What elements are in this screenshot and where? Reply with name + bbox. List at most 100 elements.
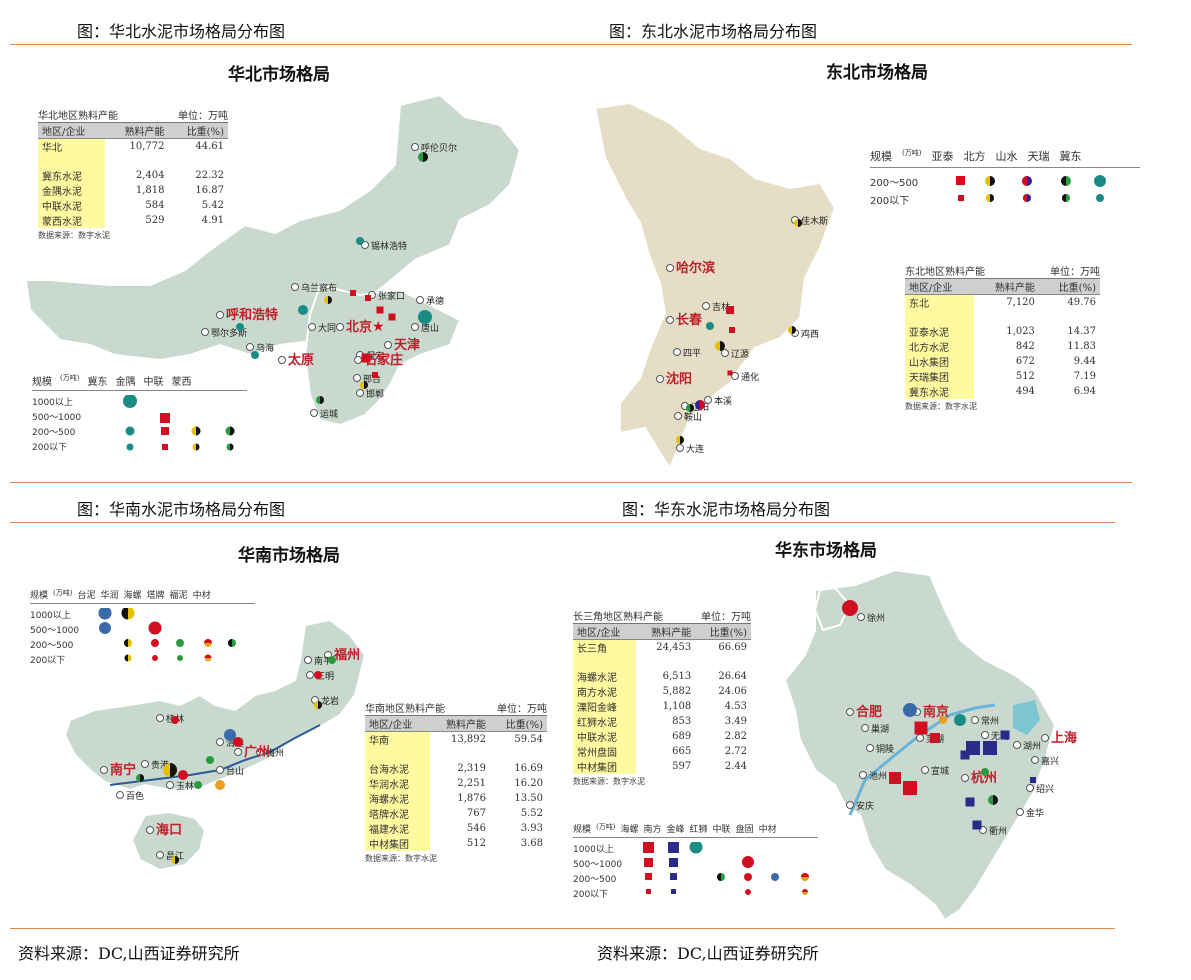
city-marker <box>702 302 710 310</box>
legend-symbol <box>124 654 128 662</box>
capacity-marker <box>365 295 371 301</box>
city-marker <box>278 356 286 364</box>
caption-northeast: 图：东北水泥市场格局分布图 <box>609 22 818 41</box>
table-row: 山水集团 672 9.44 <box>905 354 1100 369</box>
table-cell: 常州盘固 <box>573 744 637 759</box>
northeast-table: 东北地区熟料产能 单位：万吨 地区/企业 熟料产能 比重(%) 东北 7,120 49… <box>905 263 1100 412</box>
city-marker <box>384 341 392 349</box>
capacity-marker <box>171 716 179 724</box>
capacity-marker <box>206 756 214 764</box>
northeast-region-shape <box>593 101 837 471</box>
table-cell: 14.37 <box>1067 326 1096 337</box>
legend-scale: 200～500 <box>30 641 74 651</box>
table-cell: 6,513 <box>662 671 692 682</box>
city-label: 乌海 <box>256 342 274 354</box>
capacity-marker <box>798 219 802 227</box>
table-cell <box>365 747 430 761</box>
legend-company: 金峰 <box>666 825 685 835</box>
divider <box>10 522 1115 523</box>
capacity-marker <box>983 741 997 755</box>
table-note: 数据来源：数字水泥 <box>365 854 437 863</box>
legend-unit: (万吨) <box>596 823 616 831</box>
table-row: 福建水泥 546 3.93 <box>365 821 547 836</box>
legend-company: 中联 <box>143 377 164 388</box>
legend-symbol <box>1022 176 1027 186</box>
table-cell: 2.44 <box>724 761 747 772</box>
table-row: 金隅水泥 1,818 16.87 <box>38 183 228 198</box>
city-label: 常州 <box>981 715 999 727</box>
city-label: 徐州 <box>867 612 885 624</box>
legend-company: 亚泰 <box>931 150 954 163</box>
city-marker <box>859 771 867 779</box>
city-label: 南京 <box>923 704 949 720</box>
capacity-marker <box>175 856 179 864</box>
capacity-marker <box>178 770 188 780</box>
table-row: 塔牌水泥 767 5.52 <box>365 806 547 821</box>
legend-symbol <box>669 858 678 867</box>
table-cell: 天瑞集团 <box>905 369 975 384</box>
city-label: 呼和浩特 <box>226 307 278 323</box>
legend-company: 台泥 <box>77 591 96 601</box>
table-header: 地区/企业 <box>905 279 975 295</box>
capacity-marker <box>1000 730 1010 740</box>
legend-heading: 规模 <box>573 825 592 835</box>
legend-symbol <box>745 889 751 895</box>
legend-symbol <box>958 195 964 201</box>
legend-symbols <box>123 395 235 451</box>
city-label: 太原 <box>287 352 314 368</box>
table-cell: 672 <box>1015 356 1035 367</box>
table-cell: 16.20 <box>514 778 543 789</box>
table-cell: 16.69 <box>514 763 543 774</box>
capacity-marker <box>903 703 917 717</box>
capacity-marker <box>729 327 735 333</box>
table-cell: 南方水泥 <box>573 684 637 699</box>
east-title: 华东市场格局 <box>775 541 877 561</box>
table-row: 南方水泥 5,882 24.06 <box>573 684 751 699</box>
capacity-marker <box>361 353 371 363</box>
table-cell: 1,876 <box>457 793 486 804</box>
legend-scale: 200以下 <box>573 890 609 900</box>
city-marker <box>916 734 924 742</box>
table-cell: 11.83 <box>1067 341 1096 352</box>
table-cell: 26.64 <box>718 671 747 682</box>
city-marker <box>676 444 684 452</box>
capacity-marker <box>233 737 243 747</box>
table-cell: 22.32 <box>195 170 224 181</box>
table-note: 数据来源：数字水泥 <box>905 402 977 411</box>
table-header: 熟料产能 <box>974 279 1039 295</box>
city-label: 石家庄 <box>363 352 403 368</box>
legend-scale: 1000以上 <box>573 845 614 855</box>
table-cell <box>1039 310 1100 324</box>
table-cell: 49.76 <box>1067 297 1096 308</box>
table-cell: 512 <box>1015 371 1035 382</box>
legend-symbol <box>990 194 994 202</box>
city-label: 合肥 <box>856 704 882 720</box>
capacity-marker <box>939 716 947 724</box>
legend-scale: 1000以上 <box>32 398 73 408</box>
city-label: 鞍山 <box>684 411 702 423</box>
city-marker <box>291 283 299 291</box>
table-cell: 中联水泥 <box>573 729 637 744</box>
city-marker <box>981 731 989 739</box>
city-marker <box>656 375 664 383</box>
capacity-marker <box>314 671 322 679</box>
city-label: 南宁 <box>110 762 136 778</box>
table-cell <box>905 310 975 324</box>
capacity-marker <box>320 396 324 404</box>
table-row <box>365 747 547 761</box>
legend-heading: 规模 <box>30 591 49 601</box>
city-label: 金华 <box>1026 807 1044 819</box>
legend-company: 中联 <box>712 825 731 835</box>
legend-company: 北方 <box>963 150 986 163</box>
legend-company: 南方 <box>643 825 662 835</box>
capacity-marker <box>914 721 928 735</box>
table-row: 天瑞集团 512 7.19 <box>905 369 1100 384</box>
table-cell: 7.19 <box>1073 371 1096 382</box>
table-cell: 亚泰水泥 <box>905 324 975 339</box>
city-marker <box>416 296 424 304</box>
legend-symbol <box>717 873 721 881</box>
legend-symbol <box>644 858 653 867</box>
source-right: 资料来源：DC,山西证券研究所 <box>597 944 819 963</box>
legend-symbol <box>196 426 201 436</box>
south-region-shape <box>63 618 367 792</box>
